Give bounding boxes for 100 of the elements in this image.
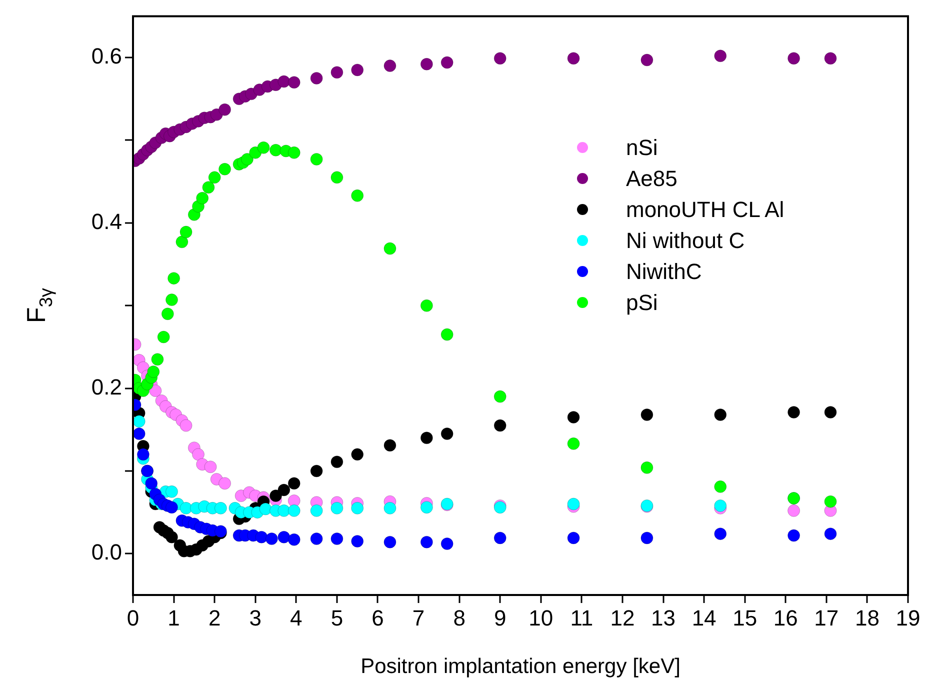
point <box>310 532 323 546</box>
point <box>136 448 150 461</box>
point <box>161 308 174 320</box>
point <box>310 72 323 84</box>
y-tick-label: 0.2 <box>91 374 122 400</box>
point <box>384 439 396 452</box>
point <box>218 103 232 116</box>
point <box>166 485 178 498</box>
x-tick-label: 9 <box>494 605 506 630</box>
point <box>278 530 290 544</box>
point <box>440 537 454 550</box>
point <box>351 64 364 76</box>
point <box>149 384 162 398</box>
y-tick-label: 0.0 <box>91 540 122 565</box>
point <box>440 328 454 341</box>
point <box>330 532 344 546</box>
point <box>147 366 160 378</box>
x-tick-label: 15 <box>732 605 758 630</box>
point <box>420 58 433 70</box>
x-tick-label: 18 <box>854 605 880 630</box>
point <box>330 456 344 468</box>
x-tick-label: 19 <box>896 605 920 630</box>
point <box>384 502 396 514</box>
point <box>494 52 506 65</box>
point <box>824 406 837 419</box>
point <box>180 419 192 432</box>
point <box>640 532 654 544</box>
point <box>278 504 290 517</box>
point <box>384 60 396 72</box>
point <box>567 498 580 510</box>
x-tick-label: 17 <box>814 605 839 630</box>
point <box>640 408 654 421</box>
point <box>420 432 433 444</box>
point <box>288 494 300 507</box>
point <box>278 484 290 496</box>
point <box>288 146 300 159</box>
point <box>259 502 272 516</box>
point <box>330 66 344 79</box>
point <box>567 410 580 424</box>
point <box>351 535 364 548</box>
point <box>420 299 433 312</box>
point <box>440 56 454 69</box>
point <box>157 330 170 344</box>
point <box>166 294 178 306</box>
point <box>310 464 323 478</box>
point <box>640 461 654 474</box>
point <box>166 530 178 544</box>
point <box>567 52 580 65</box>
point <box>145 477 158 490</box>
point <box>196 192 209 204</box>
point <box>265 532 278 546</box>
point <box>330 502 344 514</box>
x-tick-label: 16 <box>773 605 798 630</box>
legend-label: Ni without C <box>626 227 745 255</box>
point <box>714 408 727 421</box>
point <box>640 54 654 66</box>
x-tick-label: 5 <box>330 605 344 630</box>
legend-label: nSi <box>626 134 658 162</box>
y-tick-label: 0.6 <box>91 44 122 69</box>
point <box>168 272 180 285</box>
point <box>288 504 300 517</box>
y-axis-title: F3γ <box>21 287 56 324</box>
point <box>567 437 580 450</box>
point <box>214 502 227 514</box>
point <box>208 171 221 184</box>
point <box>567 532 580 544</box>
point <box>133 415 146 428</box>
x-tick-label: 13 <box>651 605 676 630</box>
point <box>824 528 837 540</box>
x-tick-label: 8 <box>453 605 466 630</box>
x-axis-title: Positron implantation energy [keV] <box>360 655 680 678</box>
x-tick-label: 4 <box>290 605 302 630</box>
point <box>218 162 232 176</box>
point <box>278 75 290 88</box>
point <box>420 536 433 548</box>
point <box>788 406 800 419</box>
x-tick-label: 7 <box>412 605 425 630</box>
point <box>788 52 800 65</box>
x-tick-label: 6 <box>372 605 384 630</box>
point <box>384 242 396 255</box>
point <box>288 533 300 546</box>
point <box>288 477 300 490</box>
point <box>420 501 433 514</box>
legend-label: NiwithC <box>626 258 702 286</box>
legend-label: pSi <box>626 289 658 317</box>
y-tick-label: 0.4 <box>91 208 122 234</box>
point <box>218 477 232 490</box>
point <box>351 448 364 461</box>
point <box>166 501 178 514</box>
point <box>240 152 254 166</box>
x-tick-label: 2 <box>208 605 221 630</box>
point <box>384 536 396 548</box>
x-tick-label: 10 <box>528 605 554 630</box>
x-tick-label: 12 <box>610 605 635 630</box>
point <box>494 390 506 403</box>
point <box>494 419 506 432</box>
point <box>255 530 268 544</box>
point <box>133 428 146 440</box>
legend-label: Ae85 <box>626 165 678 193</box>
x-tick-label: 0 <box>126 605 140 630</box>
